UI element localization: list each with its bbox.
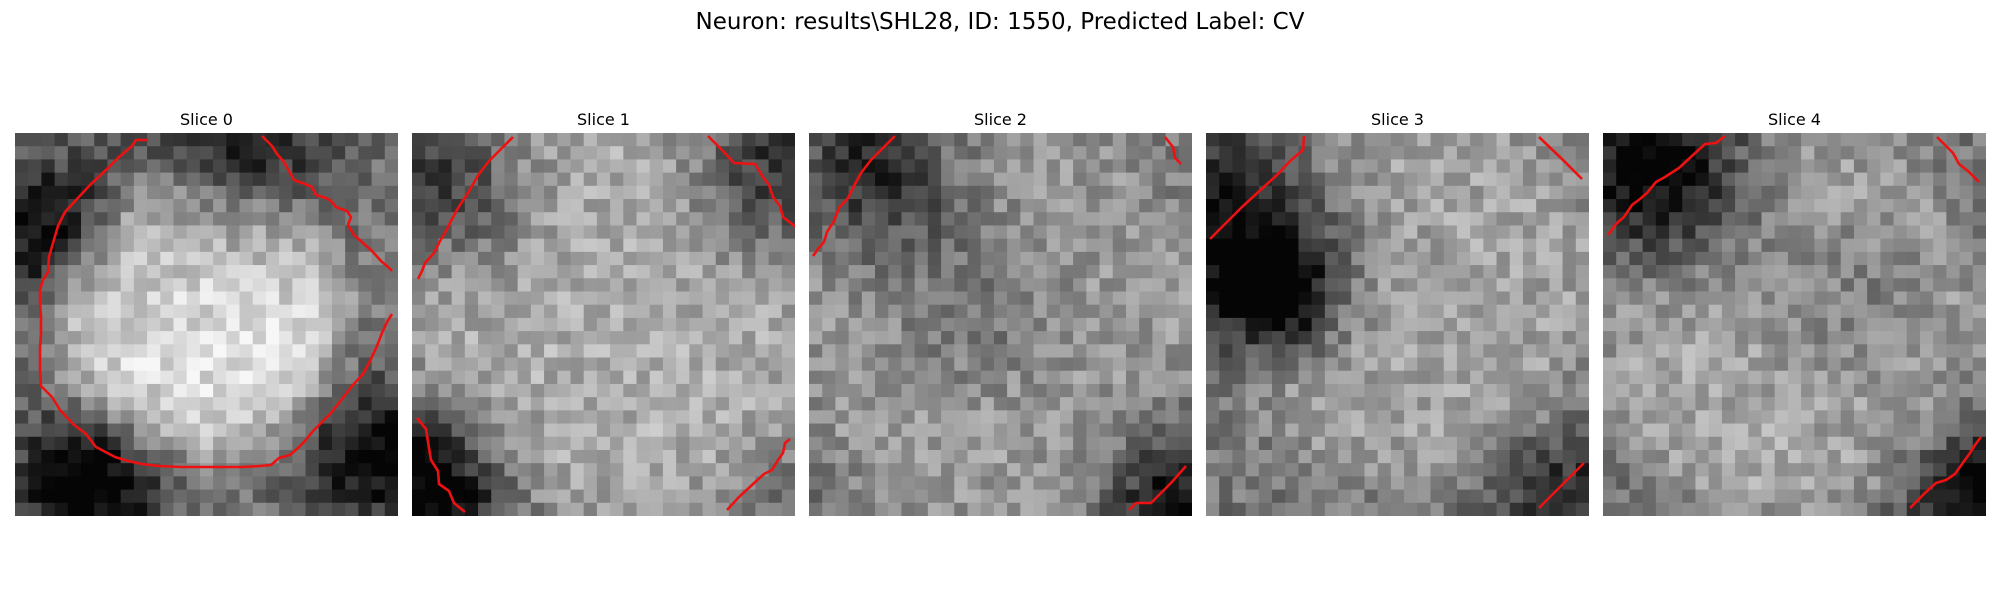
slice-3-contour xyxy=(1538,136,1583,180)
slice-3-contour xyxy=(1538,462,1585,509)
slice-1-image xyxy=(412,133,795,516)
slice-1-contour xyxy=(416,136,514,280)
slice-0-contour xyxy=(261,135,393,272)
figure-title: Neuron: results\SHL28, ID: 1550, Predict… xyxy=(695,9,1305,35)
slice-2-contour xyxy=(811,135,896,257)
slice-3-contour xyxy=(1209,135,1306,240)
slice-4-contour xyxy=(1909,436,1983,509)
slice-4-contour xyxy=(1606,134,1726,236)
slice-0-contour xyxy=(38,138,394,469)
slice-1-contour xyxy=(726,437,791,511)
slice-3-image xyxy=(1206,133,1589,516)
slice-3-title: Slice 3 xyxy=(1371,110,1424,129)
slice-4-title: Slice 4 xyxy=(1768,110,1821,129)
slice-2-contour xyxy=(1128,465,1187,511)
slice-0-title: Slice 0 xyxy=(180,110,233,129)
slice-2-title: Slice 2 xyxy=(974,110,1027,129)
slice-2-contour xyxy=(1163,136,1182,165)
slice-1-contour xyxy=(707,135,795,228)
slice-0-image xyxy=(15,133,398,516)
slice-1-title: Slice 1 xyxy=(577,110,630,129)
slice-1-contour xyxy=(415,417,466,514)
slice-4-image xyxy=(1603,133,1986,516)
slice-2-image xyxy=(809,133,1192,516)
slice-4-contour xyxy=(1936,136,1980,183)
